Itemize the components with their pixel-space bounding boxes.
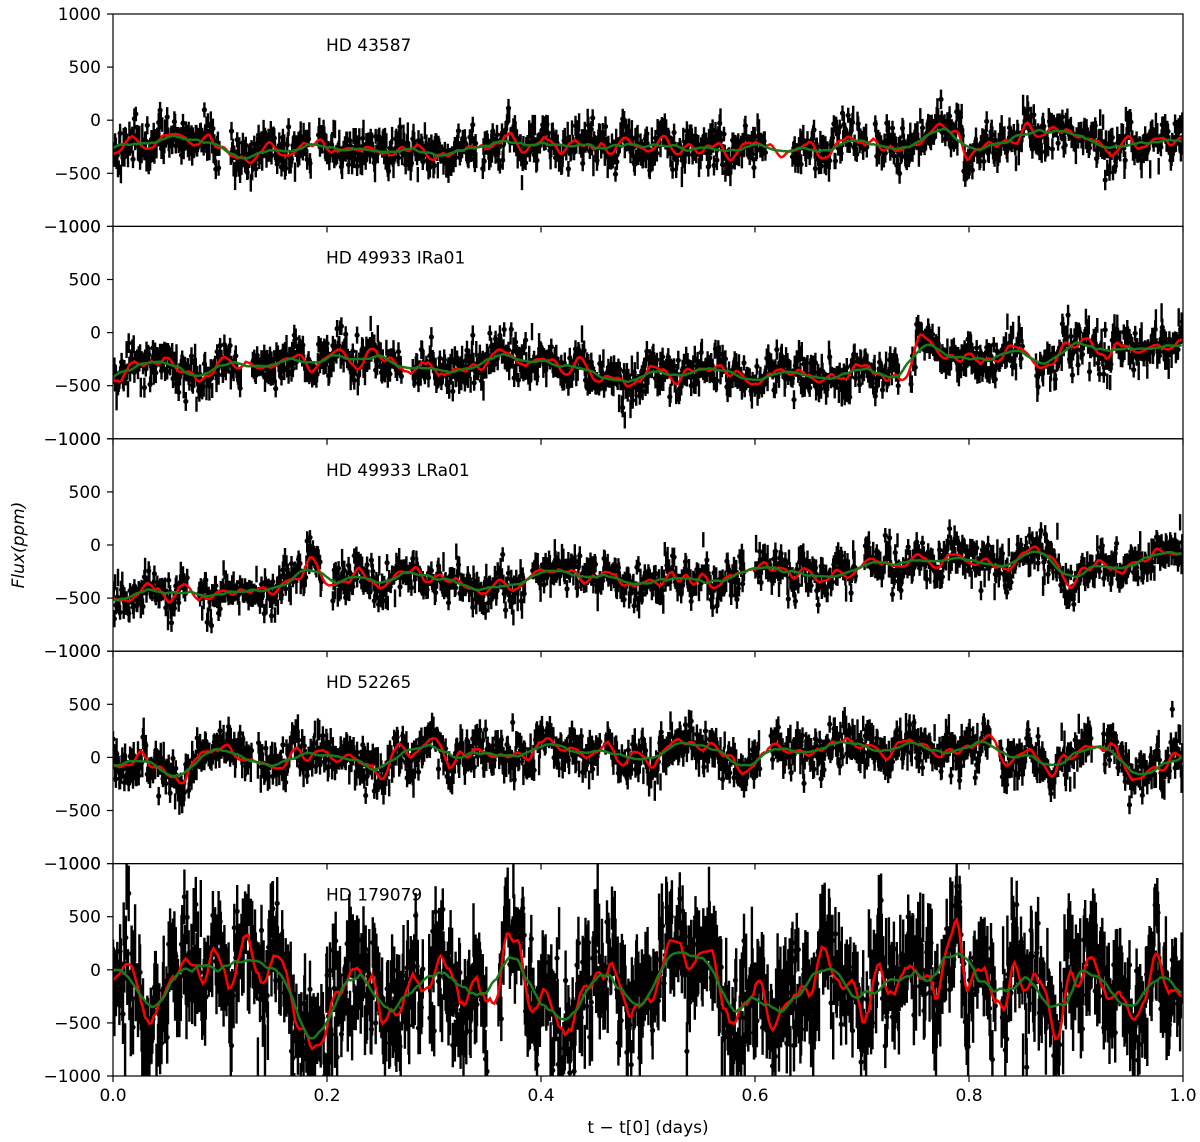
model-green-line: [113, 341, 1183, 383]
x-axis-title: t − t[0] (days): [587, 1118, 708, 1138]
y-tick-label: −1000: [43, 217, 101, 237]
y-tick-label: 0: [90, 961, 101, 981]
panel-1: 1000 500 0 −500 −1000 HD 43587: [43, 5, 1184, 237]
y-tick-label: 0: [90, 324, 101, 344]
panel-3: 1000 500 0 −500 −1000 HD 49933 LRa01: [43, 430, 1184, 662]
y-tick-label: 1000: [58, 5, 101, 25]
y-tick-label: −1000: [43, 642, 101, 662]
y-tick-label: 1000: [58, 642, 101, 662]
y-tick-label: 0: [90, 748, 101, 768]
panel-label: HD 49933 LRa01: [326, 461, 470, 481]
y-tick-label: −500: [54, 1014, 101, 1034]
error-bars: [113, 863, 1183, 1076]
plot-area: [113, 863, 1183, 1111]
y-tick-label: −1000: [43, 855, 101, 875]
plot-area: [113, 303, 1183, 429]
x-tick-label: 0.8: [955, 1086, 982, 1106]
panel-frame: [112, 13, 1184, 227]
error-bars: [113, 303, 1183, 429]
data-point: [1050, 1106, 1055, 1111]
x-tick-label: 1.0: [1169, 1086, 1196, 1106]
panel-2: 1000 500 0 −500 −1000 HD 49933 IRa01: [43, 217, 1184, 450]
x-tick-label: 0.2: [313, 1086, 340, 1106]
error-bars: [113, 89, 1183, 192]
y-tick-label: −1000: [43, 430, 101, 450]
x-tick-label: 0.6: [741, 1086, 768, 1106]
model-red-line: [113, 733, 1183, 785]
data-point: [559, 1086, 564, 1091]
y-tick-label: 0: [90, 111, 101, 131]
y-tick-label: 500: [69, 483, 101, 503]
model-green-line: [113, 740, 1183, 778]
plot-area: [113, 89, 1183, 192]
y-tick-label: −500: [54, 802, 101, 822]
data-point: [560, 1079, 565, 1084]
y-tick-label: 1000: [58, 430, 101, 450]
panel-label: HD 52265: [326, 673, 411, 693]
y-tick-label: 1000: [58, 855, 101, 875]
y-tick-label: −1000: [43, 1067, 101, 1087]
y-tick-label: −500: [54, 164, 101, 184]
panel-4: 1000 500 0 −500 −1000 HD 52265: [43, 642, 1184, 875]
plot-area: [113, 700, 1183, 815]
x-tick-label: 0.0: [99, 1086, 126, 1106]
y-tick-label: −500: [54, 589, 101, 609]
y-tick-label: 500: [69, 908, 101, 928]
x-tick-label: 0.4: [527, 1086, 554, 1106]
model-green-line: [113, 550, 1182, 602]
panel-label: HD 179079: [326, 886, 422, 906]
data-point: [292, 1099, 297, 1104]
y-tick-label: 500: [69, 58, 101, 78]
model-red-line: [113, 121, 1182, 165]
y-tick-label: −500: [54, 377, 101, 397]
model-green-line: [113, 127, 1183, 160]
y-tick-label: 0: [90, 536, 101, 556]
plot-area: [113, 514, 1183, 634]
y-tick-label: 500: [69, 271, 101, 291]
panel-label: HD 43587: [326, 36, 411, 56]
y-tick-label: 500: [69, 695, 101, 715]
y-tick-label: 1000: [58, 217, 101, 237]
panel-label: HD 49933 IRa01: [326, 248, 465, 268]
data-point: [1060, 1104, 1065, 1109]
y-axis-title: Flux(ppm): [9, 502, 29, 589]
